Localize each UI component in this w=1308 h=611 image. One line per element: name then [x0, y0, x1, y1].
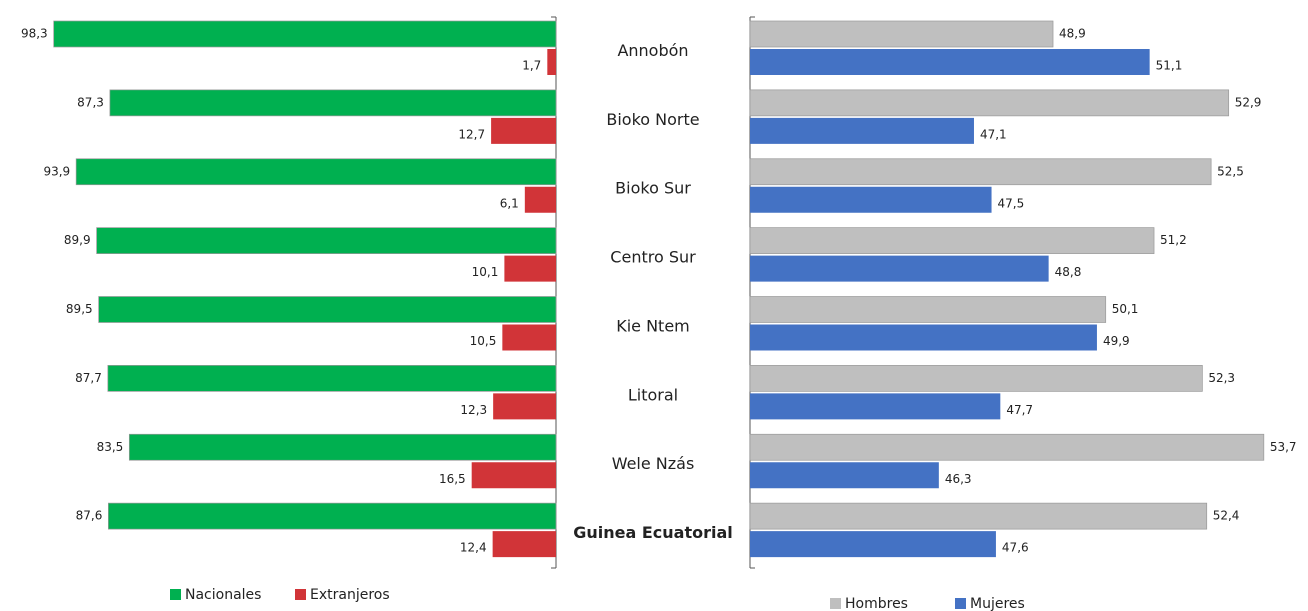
data-label: 52,9: [1235, 95, 1262, 109]
data-label: 6,1: [500, 196, 519, 210]
bar: [749, 433, 1265, 461]
bar: [75, 158, 557, 186]
bar: [128, 433, 557, 461]
category-label: Centro Sur: [610, 248, 696, 267]
data-label: 51,2: [1160, 233, 1187, 247]
bar: [750, 462, 939, 489]
data-label: 47,7: [1006, 403, 1033, 417]
bar: [750, 393, 1001, 420]
legend-swatch: [170, 589, 181, 600]
bar: [750, 49, 1150, 75]
bar: [750, 117, 974, 144]
bar: [108, 502, 557, 530]
bar: [493, 393, 556, 420]
data-label: 87,3: [77, 95, 104, 109]
data-label: 87,7: [75, 371, 102, 385]
data-label: 89,5: [66, 302, 93, 316]
data-label: 83,5: [97, 440, 124, 454]
data-label: 10,5: [470, 334, 497, 348]
bar: [96, 227, 557, 254]
data-label: 89,9: [64, 233, 91, 247]
category-label: Kie Ntem: [616, 316, 690, 335]
category-label: Annobón: [617, 41, 688, 60]
bar: [524, 186, 556, 213]
legend-label: Extranjeros: [310, 587, 390, 603]
data-label: 47,1: [980, 127, 1007, 141]
legend-label: Nacionales: [185, 587, 261, 603]
bar: [53, 20, 557, 48]
bar: [749, 296, 1107, 323]
data-label: 49,9: [1103, 334, 1130, 348]
bar: [750, 324, 1097, 351]
data-label: 16,5: [439, 472, 466, 486]
bar: [109, 89, 557, 117]
data-label: 1,7: [522, 59, 541, 73]
bar: [749, 365, 1203, 392]
category-label: Litoral: [628, 385, 678, 404]
bar: [502, 324, 556, 351]
category-label: Guinea Ecuatorial: [573, 523, 733, 542]
legend-swatch: [295, 589, 306, 600]
data-label: 48,8: [1055, 265, 1082, 279]
data-label: 46,3: [945, 472, 972, 486]
bar: [750, 186, 992, 213]
data-label: 12,7: [458, 127, 485, 141]
bar: [504, 255, 556, 282]
data-label: 50,1: [1112, 302, 1139, 316]
bar: [750, 531, 996, 558]
bar: [750, 255, 1049, 282]
data-label: 51,1: [1156, 59, 1183, 73]
data-label: 52,5: [1217, 164, 1244, 178]
data-label: 12,4: [460, 541, 487, 555]
data-label: 52,4: [1213, 509, 1240, 523]
category-label: Wele Nzás: [612, 454, 695, 473]
legend-swatch: [830, 598, 841, 609]
data-label: 87,6: [76, 509, 103, 523]
data-label: 47,6: [1002, 541, 1029, 555]
bar: [491, 117, 556, 144]
data-label: 98,3: [21, 27, 48, 41]
bar: [492, 531, 556, 558]
data-label: 47,5: [998, 196, 1025, 210]
data-label: 12,3: [460, 403, 487, 417]
legend-swatch: [955, 598, 966, 609]
data-label: 53,7: [1270, 440, 1297, 454]
bar: [749, 227, 1155, 254]
bar: [749, 20, 1054, 48]
data-label: 48,9: [1059, 27, 1086, 41]
category-label: Bioko Norte: [606, 110, 699, 129]
bar: [98, 296, 557, 323]
legend-label: Hombres: [845, 596, 908, 611]
bar: [749, 89, 1230, 117]
bar: [471, 462, 556, 489]
data-label: 93,9: [43, 164, 70, 178]
bar: [107, 365, 557, 392]
data-label: 52,3: [1208, 371, 1235, 385]
legend-label: Mujeres: [970, 596, 1025, 611]
bar: [547, 49, 556, 75]
category-label: Bioko Sur: [615, 179, 691, 198]
bar: [749, 502, 1208, 530]
bar: [749, 158, 1212, 186]
data-label: 10,1: [472, 265, 499, 279]
